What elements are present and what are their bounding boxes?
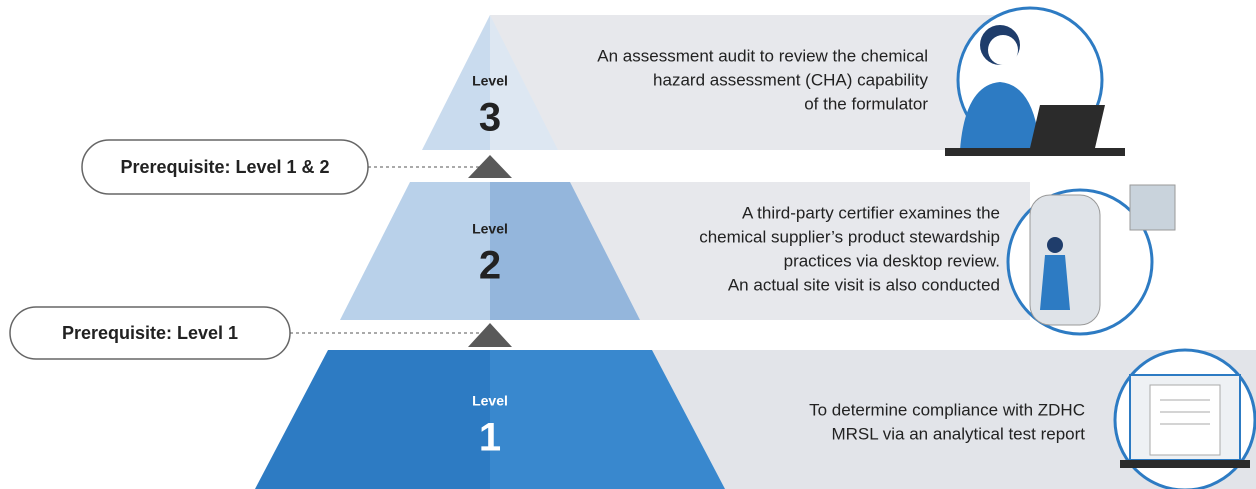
separator-arrow [468,323,512,347]
level-label: Level [472,393,508,409]
level-label: Level [472,221,508,237]
level-description: An assessment audit to review the chemic… [597,46,928,65]
level-number: 1 [479,416,501,460]
level-description: MRSL via an analytical test report [831,424,1085,443]
prerequisite-label: Prerequisite: Level 1 & 2 [120,157,329,177]
separator-arrow [468,155,512,178]
level-description: of the formulator [804,94,928,113]
level-description: hazard assessment (CHA) capability [653,70,928,89]
prerequisite-label: Prerequisite: Level 1 [62,323,238,343]
level-label: Level [472,73,508,89]
level-description: chemical supplier’s product stewardship [699,227,1000,246]
level-number: 2 [479,244,501,288]
pyramid-level-2 [340,182,490,320]
diagram: Prerequisite: Level 1 & 2 Prerequisite: … [0,0,1256,489]
level-description: A third-party certifier examines the [742,203,1000,222]
level-description: practices via desktop review. [784,251,1000,270]
report-icon [1115,350,1255,489]
level-description: An actual site visit is also conducted [728,275,1000,294]
level-description: To determine compliance with ZDHC [809,400,1085,419]
level-number: 3 [479,96,501,140]
pyramid-level-1 [255,350,490,489]
factory-icon [1008,185,1175,334]
